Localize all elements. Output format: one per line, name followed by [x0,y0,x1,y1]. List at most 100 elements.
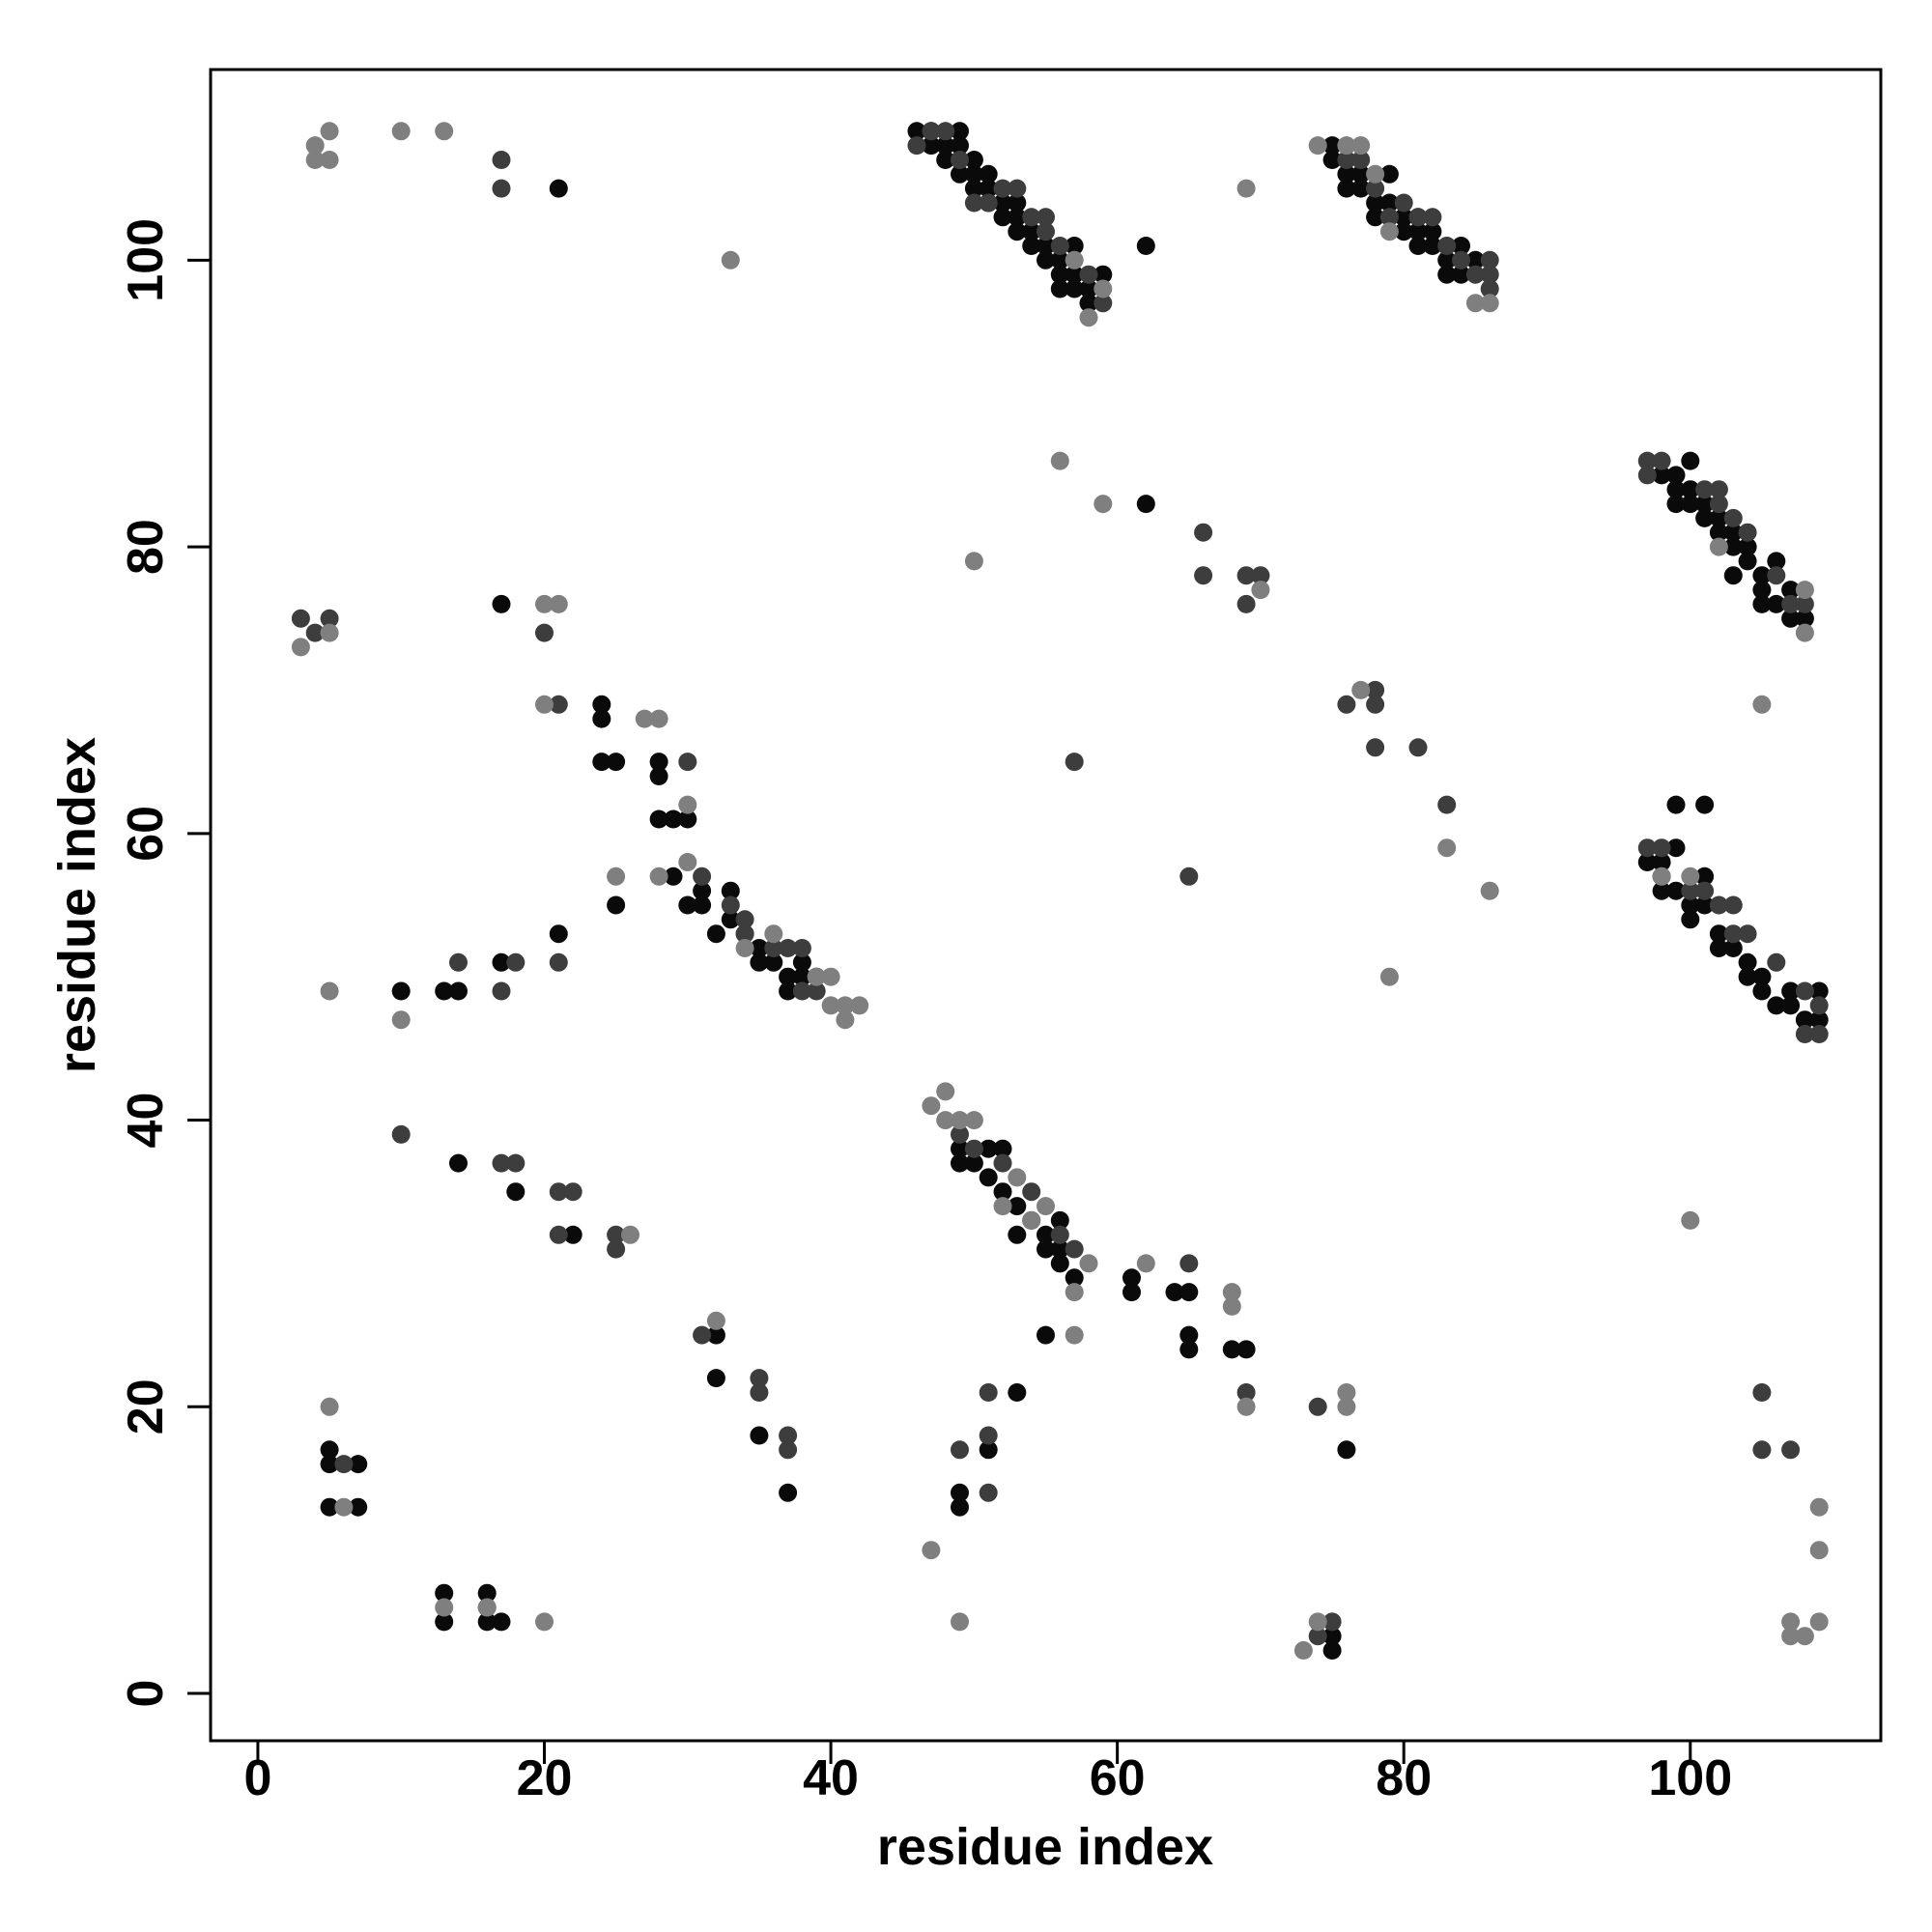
contact-point [549,695,568,714]
contact-point [607,1239,626,1259]
contact-point [1809,1025,1829,1043]
contact-point [1008,193,1027,213]
contact-point [821,996,840,1015]
contact-point [635,709,654,728]
contact-point [1236,179,1256,198]
contact-point [693,895,712,915]
contact-point [1465,265,1485,284]
contact-point [1709,480,1728,499]
contact-point [951,136,969,156]
contact-point [721,250,740,270]
contact-point [1236,1383,1256,1402]
contact-point [678,853,697,871]
contact-point [750,939,769,957]
contact-point [764,952,783,972]
contact-point [1379,193,1399,213]
contact-point [1065,753,1084,772]
contact-point [1652,838,1671,858]
x-tick-label: 80 [1376,1750,1432,1806]
contact-point [549,1225,568,1244]
contact-point [1308,136,1327,156]
contact-point [291,609,310,628]
contact-point [492,952,511,972]
contact-point [750,952,769,972]
contact-point [535,695,554,714]
contact-point [1079,265,1098,284]
contact-point [1738,952,1757,972]
contact-point [492,1153,511,1173]
contact-point [1695,508,1715,527]
contact-point [492,1612,511,1632]
contact-point [1795,581,1814,600]
contact-point [1723,895,1743,915]
contact-point [607,867,626,886]
contact-point [1709,508,1728,527]
contact-point [1179,867,1199,886]
contact-point [1795,623,1814,642]
contact-point [1752,981,1772,1001]
contact-point [1437,237,1457,255]
contact-point [1465,294,1485,313]
contact-point [1008,1383,1027,1402]
contact-point [1351,151,1371,169]
contact-point [836,996,855,1015]
contact-point [1809,1010,1829,1030]
contact-point [1781,1612,1801,1632]
contact-point [607,895,626,915]
contact-point [320,1497,339,1517]
contact-point [693,1325,712,1345]
contact-point [1050,1210,1069,1230]
contact-point [477,1598,497,1617]
contact-point [1337,695,1356,714]
contact-point [1695,881,1715,900]
contact-point [1795,981,1814,1001]
contact-point [1781,1627,1801,1646]
contact-point [1308,1397,1327,1416]
contact-point [1681,881,1700,900]
contact-point [779,939,798,957]
contact-point [1666,838,1686,858]
contact-point [1781,981,1801,1001]
contact-point [907,122,926,141]
contact-point [964,1153,983,1173]
contact-point [435,1612,454,1632]
data-points [291,122,1829,1660]
contact-point [979,1168,998,1187]
contact-point [750,1383,769,1402]
contact-point [1179,1340,1199,1359]
contact-point [951,122,969,141]
contact-point [1008,208,1027,227]
contact-point [1322,1627,1342,1646]
contact-point [1681,480,1700,499]
contact-point [979,179,998,198]
contact-point [951,1111,969,1130]
contact-point [993,193,1012,213]
contact-point [1094,279,1113,298]
contact-point [535,594,554,613]
contact-point [1637,466,1657,485]
contact-point [1666,495,1686,514]
contact-point [735,939,754,957]
contact-point [1122,1283,1141,1302]
contact-point [1809,1541,1829,1560]
contact-point [1652,867,1671,886]
contact-point [1752,566,1772,585]
contact-point [320,623,339,642]
contact-point [1050,279,1069,298]
y-tick-label: 60 [118,806,174,862]
contact-point [1695,867,1715,886]
contact-point [649,767,668,785]
contact-point [1050,1254,1069,1273]
contact-point [1079,308,1098,327]
contact-point [320,1440,339,1460]
contact-point [1723,566,1743,585]
contact-point [678,810,697,829]
contact-point [1652,466,1671,485]
contact-point [951,151,969,169]
contact-point [1351,164,1371,184]
contact-point [779,967,798,986]
contact-point [1337,1397,1356,1416]
contact-point [320,609,339,628]
contact-point [1065,1325,1084,1345]
contact-point [1065,250,1084,270]
